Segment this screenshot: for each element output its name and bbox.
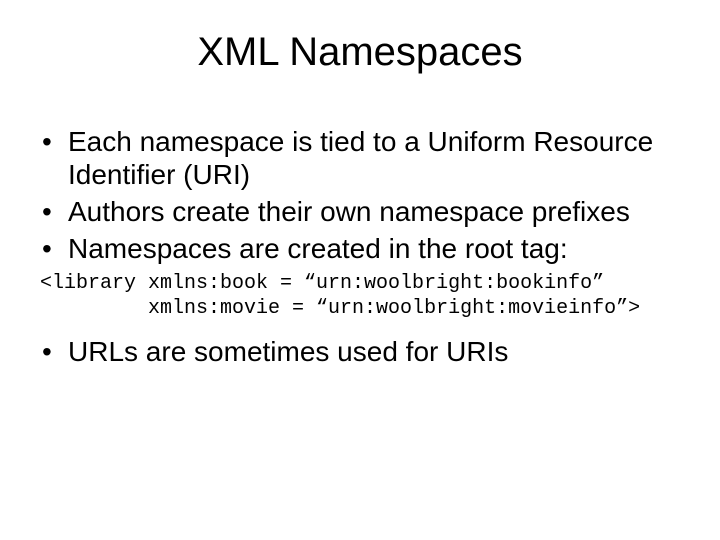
- bullet-list-bottom: URLs are sometimes used for URIs: [40, 335, 680, 368]
- code-line: <library xmlns:book = “urn:woolbright:bo…: [40, 272, 604, 295]
- slide-title: XML Namespaces: [40, 30, 680, 75]
- bullet-item: Authors create their own namespace prefi…: [40, 195, 680, 228]
- code-block: <library xmlns:book = “urn:woolbright:bo…: [40, 271, 680, 321]
- bullet-item: URLs are sometimes used for URIs: [40, 335, 680, 368]
- bullet-item: Each namespace is tied to a Uniform Reso…: [40, 125, 680, 191]
- code-line: xmlns:movie = “urn:woolbright:movieinfo”…: [40, 297, 640, 320]
- slide: XML Namespaces Each namespace is tied to…: [0, 0, 720, 540]
- bullet-list-top: Each namespace is tied to a Uniform Reso…: [40, 125, 680, 265]
- bullet-item: Namespaces are created in the root tag:: [40, 232, 680, 265]
